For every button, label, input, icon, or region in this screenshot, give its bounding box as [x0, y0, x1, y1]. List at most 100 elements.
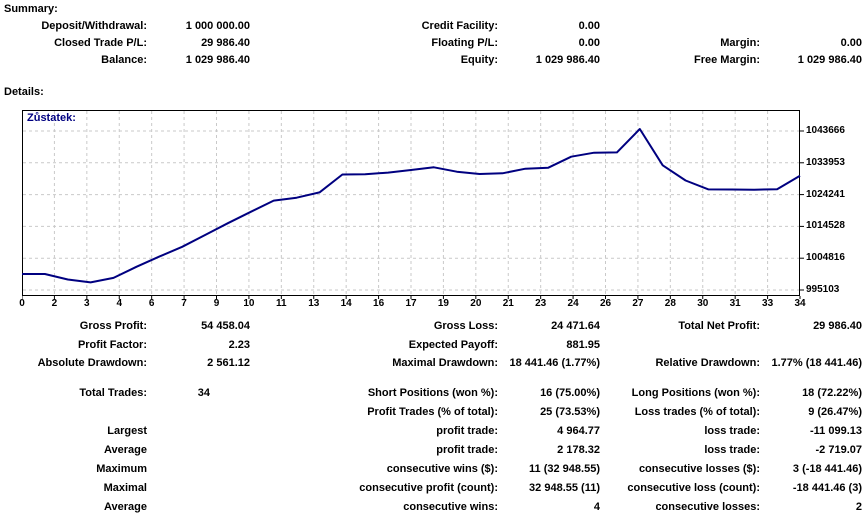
stat-label: profit trade:	[436, 444, 498, 456]
stat-value: 2 178.32	[557, 444, 600, 456]
x-axis-label: 27	[632, 298, 644, 309]
stats-row: Profit Factor: 2.23 Expected Payoff: 881…	[0, 339, 868, 353]
stat-value: 4	[593, 501, 600, 513]
stat-label: Credit Facility:	[421, 20, 498, 32]
trades-row: Average consecutive wins: 4 consecutive …	[0, 501, 868, 515]
x-axis-label: 30	[697, 298, 709, 309]
stat-label: Deposit/Withdrawal:	[41, 20, 147, 32]
stat-label: Profit Trades (% of total):	[367, 406, 498, 418]
stat-label: profit trade:	[436, 425, 498, 437]
stat-label: Expected Payoff:	[408, 339, 498, 351]
stat-value: 18 (72.22%)	[802, 387, 862, 399]
stat-label: consecutive loss (count):	[627, 482, 760, 494]
stat-label: Average	[103, 444, 147, 456]
balance-chart: Zůstatek:	[21, 110, 805, 300]
x-axis-label: 24	[567, 298, 579, 309]
y-axis-label: 1014528	[806, 220, 845, 232]
x-axis-label: 7	[181, 298, 187, 309]
stat-label: Closed Trade P/L:	[54, 37, 147, 49]
summary-row: Balance: 1 029 986.40 Equity: 1 029 986.…	[0, 54, 868, 68]
stat-label: Maximal Drawdown:	[392, 357, 498, 369]
stat-label: Margin:	[720, 37, 760, 49]
details-heading: Details:	[4, 86, 44, 98]
stat-label: consecutive profit (count):	[359, 482, 498, 494]
y-axis-label: 1043666	[806, 124, 845, 136]
x-axis-label: 13	[308, 298, 320, 309]
stats-row: Gross Profit: 54 458.04 Gross Loss: 24 4…	[0, 320, 868, 334]
stat-value: 25 (73.53%)	[540, 406, 600, 418]
stat-value: 2.23	[228, 339, 250, 351]
stat-label: Maximal	[103, 482, 147, 494]
stat-value: 0.00	[578, 37, 600, 49]
y-axis-label: 1024241	[806, 188, 845, 200]
y-axis-label: 1004816	[806, 252, 845, 264]
stat-label: Balance:	[101, 54, 147, 66]
stat-value: -11 099.13	[810, 425, 862, 437]
stat-label: Equity:	[460, 54, 498, 66]
stat-value: 24 471.64	[551, 320, 600, 332]
stat-label: Average	[103, 501, 147, 513]
stat-label: Absolute Drawdown:	[37, 357, 147, 369]
stat-label: consecutive wins ($):	[386, 463, 498, 475]
stat-label: Largest	[107, 425, 147, 437]
stat-value: 1 000 000.00	[185, 20, 250, 32]
x-axis-label: 26	[599, 298, 612, 309]
stat-label: loss trade:	[704, 425, 760, 437]
stat-value: 1 029 986.40	[797, 54, 862, 66]
stat-value: 18 441.46 (1.77%)	[509, 357, 600, 369]
summary-row: Deposit/Withdrawal: 1 000 000.00 Credit …	[0, 20, 868, 34]
balance-line	[22, 128, 801, 284]
stat-value: 54 458.04	[201, 320, 250, 332]
x-axis-label: 31	[729, 298, 741, 309]
stat-value: -18 441.46 (3)	[792, 482, 862, 494]
stat-value: 2	[855, 501, 862, 513]
stat-value: -2 719.07	[815, 444, 862, 456]
stat-label: Gross Profit:	[79, 320, 147, 332]
stat-label: Short Positions (won %):	[367, 387, 498, 399]
stat-value: 3 (-18 441.46)	[792, 463, 862, 475]
stats-row: Absolute Drawdown: 2 561.12 Maximal Draw…	[0, 357, 868, 371]
x-axis-label: 2	[51, 298, 58, 309]
x-axis-label: 9	[213, 298, 220, 309]
chart-title: Zůstatek:	[27, 112, 76, 124]
stat-value: 1 029 986.40	[185, 54, 250, 66]
stat-value: 2 561.12	[207, 357, 250, 369]
x-axis-label: 28	[664, 298, 676, 309]
stat-value: 4 964.77	[557, 425, 600, 437]
x-axis-label: 4	[116, 298, 123, 309]
stat-value: 11 (32 948.55)	[529, 463, 600, 475]
stat-value: 29 986.40	[813, 320, 862, 332]
stat-label: Total Net Profit:	[678, 320, 760, 332]
stat-label: loss trade:	[704, 444, 760, 456]
summary-heading: Summary:	[4, 3, 58, 15]
y-axis: 1043666 1033953 1024241 1014528 1004816 99510…	[806, 110, 866, 300]
stat-value: 1 029 986.40	[535, 54, 600, 66]
x-axis-label: 6	[148, 298, 155, 309]
stat-label: Profit Factor:	[77, 339, 147, 351]
x-axis-label: 0	[19, 298, 25, 309]
trades-row: Average profit trade: 2 178.32 loss trad…	[0, 444, 868, 458]
stat-value: 32 948.55 (11)	[529, 482, 600, 494]
x-axis-label: 23	[535, 298, 547, 309]
x-axis-label: 21	[502, 298, 514, 309]
stat-label: consecutive wins:	[403, 501, 498, 513]
stat-label: Free Margin:	[693, 54, 760, 66]
stat-label: consecutive losses ($):	[638, 463, 760, 475]
trades-row: Maximal consecutive profit (count): 32 9…	[0, 482, 868, 496]
stat-value: 1.77% (18 441.46)	[771, 357, 862, 369]
x-axis-label: 33	[762, 298, 774, 309]
stat-value: 9 (26.47%)	[808, 406, 862, 418]
x-axis-label: 17	[405, 298, 417, 309]
x-axis-label: 16	[373, 298, 385, 309]
stat-value: 16 (75.00%)	[540, 387, 600, 399]
x-axis-label: 14	[340, 298, 352, 309]
x-axis-label: 34	[794, 298, 806, 309]
stat-label: Loss trades (% of total):	[634, 406, 760, 418]
y-axis-label: 995103	[806, 284, 840, 295]
x-axis-label: 3	[84, 298, 90, 309]
stat-label: Floating P/L:	[431, 37, 498, 49]
stat-value: 0.00	[840, 37, 862, 49]
stat-label: Total Trades:	[79, 387, 147, 399]
stat-value: 881.95	[566, 339, 600, 351]
